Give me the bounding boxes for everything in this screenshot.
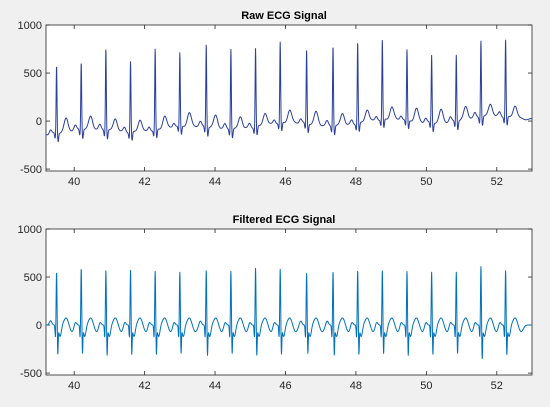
filtered-ecg-xtick-label: 52 [491,380,503,392]
raw-ecg-xtick-label: 44 [209,176,221,188]
raw-ecg-xtick-label: 50 [420,176,432,188]
raw-ecg-y-axis: -500 0 500 1000 [18,20,532,176]
raw-ecg-xtick-label: 48 [350,176,362,188]
filtered-ecg-xtick-label: 46 [279,380,291,392]
filtered-ecg-x-axis: 40 42 44 46 48 50 52 [68,229,503,392]
filtered-ecg-xtick-label: 42 [138,380,150,392]
filtered-ecg-y-axis: -500 0 500 1000 [18,224,532,380]
raw-ecg-trace [45,39,533,143]
filtered-ecg-xtick-label: 50 [420,380,432,392]
filtered-ecg-plot-area [45,228,533,376]
filtered-ecg-trace [45,266,533,359]
raw-ecg-xtick-label: 52 [491,176,503,188]
filtered-ecg-ytick-label: 500 [24,272,42,284]
raw-ecg-ytick-label: 0 [36,116,42,128]
raw-ecg-xtick-label: 42 [138,176,150,188]
filtered-ecg-xtick-label: 48 [350,380,362,392]
raw-ecg-plot-area [45,24,533,172]
raw-ecg-ytick-label: 500 [24,68,42,80]
filtered-ecg-xtick-label: 44 [209,380,221,392]
raw-ecg-x-axis: 40 42 44 46 48 50 52 [68,25,503,188]
filtered-ecg-title: Filtered ECG Signal [233,214,336,226]
filtered-ecg-ytick-label: 0 [36,320,42,332]
filtered-ecg-xtick-label: 40 [68,380,80,392]
filtered-ecg-ytick-label: 1000 [18,224,42,236]
raw-ecg-ytick-label: -500 [20,164,42,176]
raw-ecg-axes: Raw ECG Signal -500 0 500 1000 40 42 44 46 48 50… [18,10,533,188]
raw-ecg-ytick-label: 1000 [18,20,42,32]
raw-ecg-xtick-label: 46 [279,176,291,188]
raw-ecg-title: Raw ECG Signal [241,10,327,22]
filtered-ecg-ytick-label: -500 [20,368,42,380]
raw-ecg-xtick-label: 40 [68,176,80,188]
